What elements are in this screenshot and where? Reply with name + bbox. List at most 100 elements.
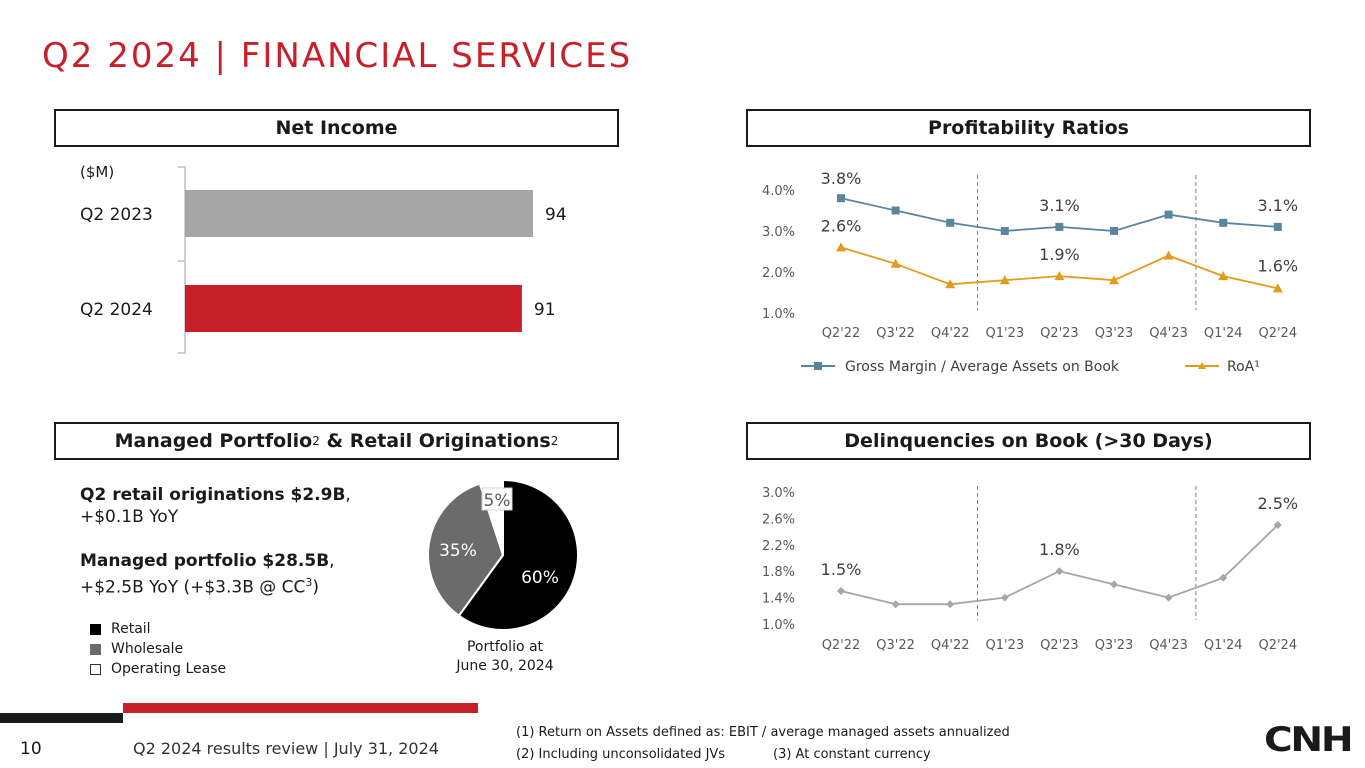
x-tick-label: Q1'24 — [1204, 326, 1243, 341]
x-tick-label: Q2'24 — [1258, 326, 1297, 341]
data-point-square — [1219, 218, 1228, 227]
delinquencies-header: Delinquencies on Book (>30 Days) — [746, 422, 1311, 460]
data-annotation: 3.8% — [821, 169, 862, 188]
data-point-triangle — [999, 275, 1010, 285]
x-tick-label: Q4'22 — [931, 638, 970, 653]
footer-text: Q2 2024 results review | July 31, 2024 — [133, 739, 439, 758]
data-point-triangle — [1272, 283, 1283, 293]
x-tick-label: Q2'23 — [1040, 326, 1079, 341]
y-tick-label: 1.0% — [762, 618, 795, 633]
pie-label-operating-lease: 5% — [484, 491, 511, 511]
data-annotation: 2.5% — [1257, 494, 1298, 513]
pie-caption-line1: Portfolio at — [467, 639, 544, 655]
pie-slice-retail — [457, 478, 579, 631]
retail-originations-text: Q2 retail originations $2.9B — [80, 485, 346, 505]
portfolio-pie-chart: 60% 35% 5% Portfolio at June 30, 2024 — [427, 478, 579, 674]
data-point-triangle — [1218, 271, 1229, 281]
data-point-diamond — [946, 600, 955, 609]
footnote-1: (1) Return on Assets defined as: EBIT / … — [516, 725, 1010, 740]
summary-line2: +$0.1B YoY — [80, 507, 179, 527]
data-point-triangle — [890, 258, 901, 268]
footer-bar-dark — [0, 713, 123, 723]
legend-wholesale: Wholesale — [90, 639, 226, 659]
x-tick-label: Q4'22 — [931, 326, 970, 341]
data-point-square — [891, 206, 900, 215]
data-point-triangle — [1163, 250, 1174, 260]
y-tick-label: 2.2% — [762, 539, 795, 554]
data-point-square — [837, 194, 845, 203]
retail-swatch-icon — [90, 623, 101, 635]
bar-value-label: 91 — [534, 300, 556, 320]
portfolio-header-sup1: 2 — [312, 434, 320, 448]
y-tick-label: 3.0% — [762, 225, 795, 240]
y-tick-label: 1.0% — [762, 307, 795, 322]
y-tick-label: 4.0% — [762, 184, 795, 199]
x-tick-label: Q2'23 — [1040, 638, 1079, 653]
bar-q2-2023 — [185, 190, 533, 237]
net-income-chart: ($M) Q2 2023 94 Q2 2024 91 — [80, 163, 567, 354]
x-tick-label: Q1'24 — [1204, 638, 1243, 653]
x-tick-label: Q4'23 — [1149, 326, 1188, 341]
y-tick-label: 3.0% — [762, 486, 795, 501]
pie-label-retail: 60% — [521, 568, 559, 588]
data-annotation: 3.1% — [1257, 196, 1298, 215]
x-tick-label: Q4'23 — [1149, 638, 1188, 653]
pie-slice-wholesale — [427, 482, 505, 618]
summary-line3-rest: , — [329, 551, 335, 571]
data-point-diamond — [837, 587, 845, 595]
net-income-header: Net Income — [54, 109, 619, 147]
pie-legend: Retail Wholesale Operating Lease — [90, 619, 226, 679]
y-tick-label: 2.0% — [762, 266, 795, 281]
data-annotation: 1.6% — [1257, 256, 1298, 275]
x-tick-label: Q2'22 — [822, 326, 861, 341]
legend-operating-lease: Operating Lease — [90, 659, 226, 679]
y-tick-label: 1.8% — [762, 565, 795, 580]
summary-line1: Q2 retail originations $2.9B, — [80, 484, 410, 506]
x-tick-label: Q2'24 — [1258, 638, 1297, 653]
data-point-triangle — [836, 242, 846, 252]
portfolio-header: Managed Portfolio 2 & Retail Originations… — [54, 422, 619, 460]
profitability-header: Profitability Ratios — [746, 109, 1311, 147]
summary-line4: +$2.5B YoY (+$3.3B @ CC3) — [80, 572, 410, 599]
x-tick-label: Q3'22 — [876, 326, 915, 341]
data-annotation: 3.1% — [1039, 196, 1080, 215]
x-tick-label: Q3'23 — [1095, 638, 1134, 653]
x-tick-label: Q2'22 — [822, 638, 861, 653]
data-point-triangle — [1109, 275, 1119, 285]
summary-line4-pre: +$2.5B YoY (+$3.3B @ CC — [80, 577, 306, 598]
footnote-2: (2) Including unconsolidated JVs — [516, 747, 726, 762]
legend-gross-margin-label: Gross Margin / Average Assets on Book — [845, 359, 1120, 375]
page-title: Q2 2024 | FINANCIAL SERVICES — [42, 36, 633, 76]
bar-category-label: Q2 2024 — [80, 300, 153, 320]
legend-retail-label: Retail — [111, 621, 151, 637]
summary-line3: Managed portfolio $28.5B, — [80, 550, 410, 572]
data-annotation: 1.9% — [1039, 245, 1080, 264]
x-tick-label: Q3'23 — [1095, 326, 1134, 341]
data-point-diamond — [1055, 567, 1064, 576]
data-point-square — [1055, 222, 1064, 231]
data-point-diamond — [1219, 573, 1228, 582]
delinquencies-chart: 3.0% 2.6% 2.2% 1.8% 1.4% 1.0% Q2'22 Q3'22 Q4'22 Q… — [762, 486, 1298, 653]
bar-category-label: Q2 2023 — [80, 205, 153, 225]
data-point-triangle — [945, 279, 956, 289]
operating-lease-swatch-icon — [90, 663, 101, 675]
data-point-square — [1000, 227, 1009, 235]
x-tick-label: Q1'23 — [985, 326, 1024, 341]
portfolio-header-part2: Retail Originations — [349, 430, 551, 452]
bar-value-label: 94 — [545, 205, 567, 225]
data-point-diamond — [1273, 521, 1282, 529]
data-point-diamond — [891, 600, 900, 609]
legend-wholesale-label: Wholesale — [111, 641, 184, 657]
y-tick-label: 1.4% — [762, 592, 795, 607]
profitability-chart: 4.0% 3.0% 2.0% 1.0% Q2'22 Q3'22 Q4'22 Q1'23 Q2'2… — [762, 169, 1298, 375]
portfolio-header-amp: & — [319, 430, 350, 452]
summary-line4-sup: 3 — [305, 576, 313, 589]
data-point-square — [1164, 210, 1173, 219]
portfolio-header-part1: Managed Portfolio — [114, 430, 313, 452]
managed-portfolio-text: Managed portfolio $28.5B — [80, 551, 330, 571]
unit-label: ($M) — [80, 163, 114, 181]
summary-line4-post: ) — [312, 577, 320, 598]
data-annotation: 1.5% — [821, 560, 862, 579]
legend-roa-label: RoA¹ — [1227, 359, 1260, 375]
cnh-logo: CNH — [1264, 720, 1354, 760]
